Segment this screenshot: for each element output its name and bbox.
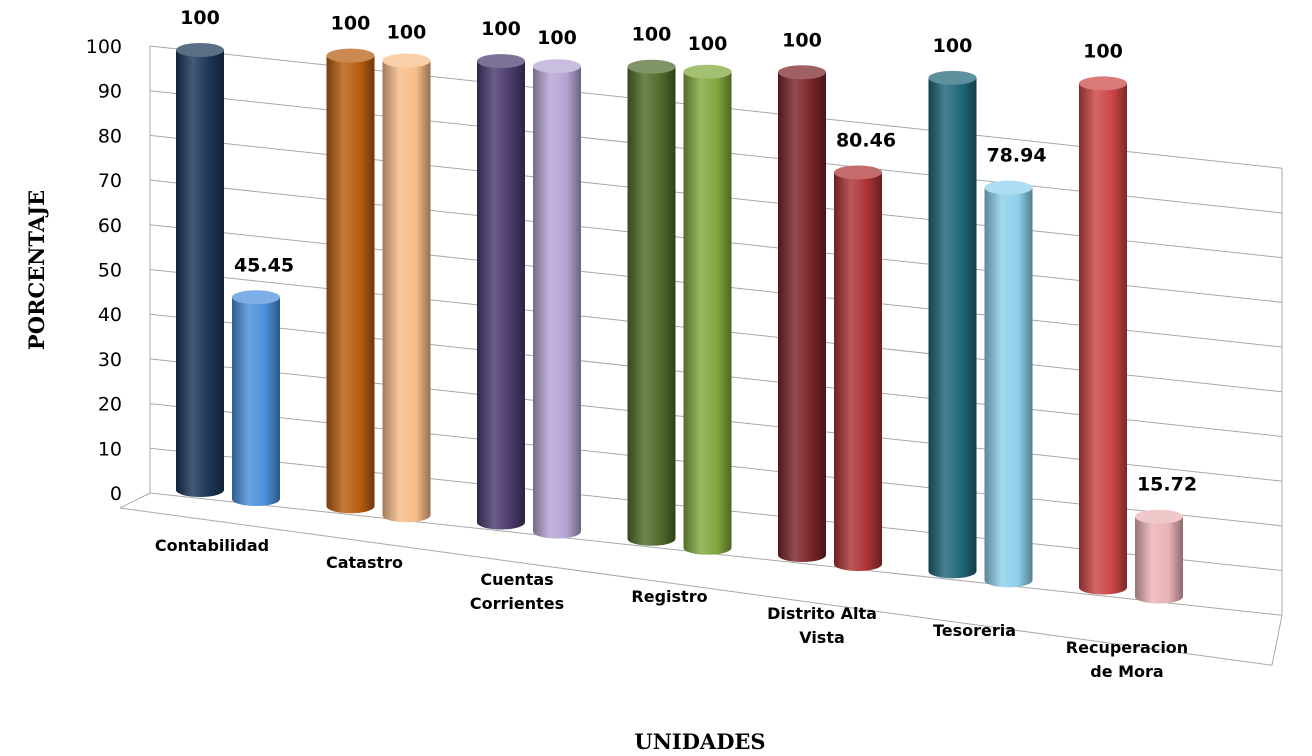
category-label: Tesoreria	[933, 621, 1016, 640]
bar-cylinder-body	[778, 72, 826, 563]
category-label: Catastro	[326, 553, 403, 572]
y-axis-ticks: 0 10 20 30 40 50 60 70 80 90 100	[86, 36, 122, 505]
data-label: 100	[933, 35, 973, 57]
bar-cylinder	[1079, 76, 1127, 595]
bar-cylinder-body	[176, 50, 224, 497]
bar-cylinder	[683, 64, 732, 555]
bar-cylinder-top	[1135, 509, 1183, 524]
bar-cylinder-body	[382, 60, 431, 523]
bar-cylinder-top	[984, 180, 1033, 195]
y-tick-label: 50	[98, 260, 122, 282]
y-tick-label: 80	[98, 125, 122, 147]
bar-cylinder-body	[477, 61, 525, 530]
data-label: 78.94	[986, 145, 1046, 167]
x-axis-title: UNIDADES	[634, 729, 765, 754]
bar-cylinder-body	[232, 297, 280, 507]
bar-cylinder-top	[834, 165, 882, 180]
data-label: 100	[688, 33, 728, 55]
bar-cylinder	[176, 43, 224, 497]
bar-cylinder	[834, 165, 882, 572]
data-label: 100	[1083, 40, 1123, 62]
data-label: 80.46	[836, 129, 896, 151]
floor-edge-right	[1271, 615, 1283, 666]
category-label: Distrito Alta Vista	[767, 604, 877, 647]
bar-cylinder	[778, 65, 826, 563]
y-tick-label: 60	[98, 215, 122, 237]
y-tick-label: 90	[98, 81, 122, 103]
category-label: Registro	[631, 587, 707, 606]
bar-cylinder-top	[176, 43, 224, 57]
bar-cylinder	[477, 54, 525, 530]
data-labels: 100 45.45 100 100 100 100 100 100 100 80.46 100 78.…	[180, 7, 1197, 496]
bar-cylinder-body	[627, 66, 676, 546]
data-label: 15.72	[1137, 474, 1197, 496]
bar-cylinder	[928, 70, 977, 579]
bar-cylinder	[382, 53, 431, 523]
data-label: 45.45	[234, 254, 294, 276]
category-label: Cuentas Corrientes	[470, 570, 564, 613]
bar-cylinder-top	[326, 48, 375, 63]
y-tick-label: 40	[98, 304, 122, 326]
bar-cylinder-top	[627, 59, 676, 74]
y-tick-label: 30	[98, 349, 122, 371]
category-label: Contabilidad	[155, 536, 269, 555]
bar-cylinder	[1135, 509, 1183, 604]
y-tick-label: 70	[98, 170, 122, 192]
bar-cylinder-body	[1135, 516, 1183, 604]
data-label: 100	[782, 29, 822, 51]
bar-cylinder-body	[928, 77, 977, 579]
y-tick-label: 100	[86, 36, 122, 58]
bar-cylinder-top	[533, 59, 581, 74]
bar-cylinder-top	[382, 53, 431, 68]
bar-cylinder-body	[1079, 83, 1127, 595]
bar-cylinder-body	[326, 55, 375, 514]
bar-cylinder	[326, 48, 375, 514]
data-label: 100	[180, 7, 220, 29]
category-label: Recuperacion de Mora	[1066, 638, 1188, 681]
bar-cylinder-body	[533, 66, 581, 539]
bar-cylinder	[533, 59, 581, 539]
bar-cylinder-top	[778, 65, 826, 80]
bar-cylinder-top	[232, 290, 280, 305]
bar-cylinder-body	[834, 172, 882, 572]
bar-cylinder-top	[928, 70, 977, 85]
floor-edge-left	[119, 492, 151, 509]
bar-cylinder-body	[683, 71, 732, 555]
bar-cylinder-top	[683, 64, 732, 79]
y-tick-label: 20	[98, 394, 122, 416]
bar-cylinder	[984, 180, 1033, 588]
floor-front-edge	[119, 507, 1273, 666]
bar-cylinder-body	[984, 187, 1033, 588]
bar-cylinder	[232, 290, 280, 507]
y-tick-label: 10	[98, 438, 122, 460]
data-label: 100	[537, 27, 577, 49]
data-label: 100	[331, 13, 371, 35]
bar-cylinder-top	[477, 54, 525, 69]
chart-bars	[176, 43, 1183, 604]
data-label: 100	[387, 22, 427, 44]
y-axis-title: PORCENTAJE	[24, 190, 49, 350]
bar-cylinder	[627, 59, 676, 546]
data-label: 100	[632, 24, 672, 46]
category-labels: Contabilidad Catastro Cuentas Corrientes Reg…	[155, 536, 1188, 681]
y-tick-label: 0	[110, 483, 122, 505]
bar-cylinder-top	[1079, 76, 1127, 91]
data-label: 100	[481, 18, 521, 40]
